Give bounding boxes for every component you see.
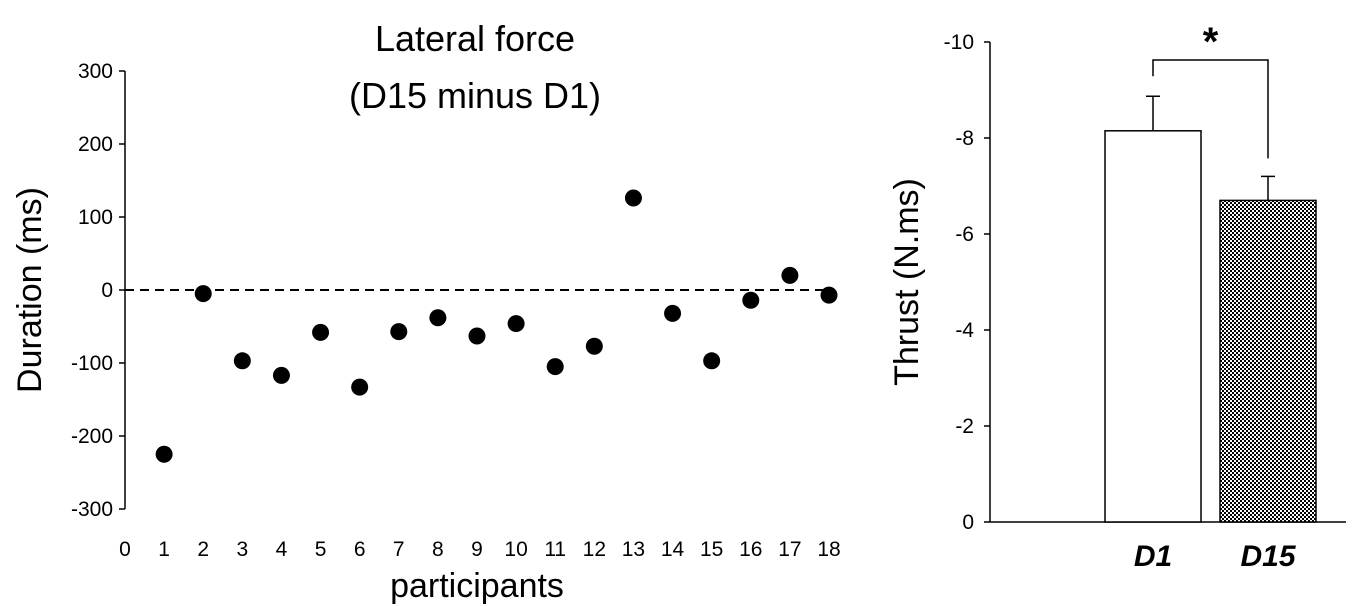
data-point [468,327,486,345]
bar-y-tick-label: -8 [955,127,974,150]
scatter-x-tick-label: 17 [778,538,801,561]
scatter-x-tick-label: 3 [236,538,248,561]
scatter-x-tick-label: 13 [622,538,645,561]
data-point [585,337,603,355]
scatter-x-tick-label: 6 [354,538,366,561]
bar-y-axis-title: Thrust (N.ms) [888,178,926,386]
scatter-x-ticks: 0 1 2 3 4 5 6 7 8 9 10 11 12 13 14 15 16 17 18 [119,538,841,561]
bar-category-label: D1 [1134,540,1172,573]
bar-chart: -10 -8 -6 -4 -2 0 D1 D15 * Thrust (N.ms) [888,20,1346,573]
scatter-x-tick-label: 15 [700,538,723,561]
scatter-points [155,189,838,463]
scatter-y-tick-label: 0 [101,279,113,302]
bar-y-tick-label: -4 [955,319,974,342]
scatter-x-tick-label: 9 [471,538,483,561]
significance-bracket [1152,59,1269,159]
scatter-x-tick-label: 8 [432,538,444,561]
scatter-y-tick-label: 300 [78,60,113,83]
data-point [390,323,408,341]
scatter-x-tick-label: 12 [583,538,606,561]
bar-y-tick-label: 0 [962,511,974,534]
data-point [233,352,251,370]
data-point [742,291,760,309]
scatter-x-tick-label: 2 [197,538,209,561]
data-point [820,286,838,304]
data-point [272,366,290,384]
bar-d1 [1104,130,1202,523]
bar-d15 [1219,199,1317,523]
scatter-y-ticks: 300 200 100 0 -100 -200 -300 [71,60,125,521]
data-point [194,285,212,303]
bar-y-tick-label: -2 [955,415,974,438]
data-point [624,189,642,207]
significance-marker: * [1203,20,1219,64]
scatter-x-tick-label: 10 [504,538,527,561]
data-point [781,266,799,284]
scatter-x-tick-label: 11 [544,538,566,561]
scatter-x-tick-label: 16 [739,538,762,561]
bar-category-label: D15 [1240,540,1296,573]
scatter-x-axis-title: participants [390,567,564,605]
data-point [155,445,173,463]
bar-y-tick-label: -6 [955,223,974,246]
chart-title-line-1: Lateral force [375,18,575,59]
scatter-x-tick-label: 7 [393,538,405,561]
scatter-y-tick-label: -300 [71,498,113,521]
chart-title-line-2: (D15 minus D1) [349,75,601,116]
bars: D1 D15 * [1104,20,1317,573]
data-point [429,309,447,327]
scatter-x-tick-label: 14 [661,538,685,561]
scatter-y-tick-label: 100 [78,206,113,229]
scatter-x-tick-label: 5 [315,538,327,561]
scatter-x-tick-label: 4 [276,538,288,561]
scatter-y-tick-label: -200 [71,425,113,448]
scatter-chart: Lateral force (D15 minus D1) 3002001000-… [11,18,841,605]
scatter-x-tick-label: 18 [817,538,840,561]
scatter-x-tick-label: 0 [119,538,131,561]
data-point [703,352,721,370]
scatter-y-tick-label: -100 [71,352,113,375]
bar-y-ticks: -10 -8 -6 -4 -2 0 [944,31,990,534]
scatter-y-axis-title: Duration (ms) [11,187,49,393]
data-point [664,304,682,322]
data-point [312,323,330,341]
scatter-x-tick-label: 1 [158,538,170,561]
data-point [351,378,369,396]
bar-y-tick-label: -10 [944,31,974,54]
scatter-y-tick-label: 200 [78,133,113,156]
data-point [546,358,564,376]
data-point [507,315,525,333]
